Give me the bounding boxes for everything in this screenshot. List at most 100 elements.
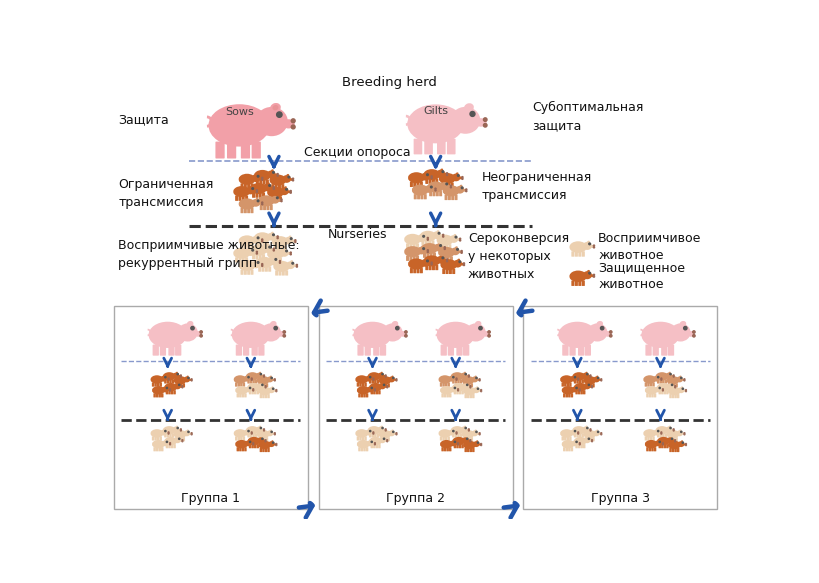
FancyBboxPatch shape <box>262 192 265 198</box>
Ellipse shape <box>175 426 178 427</box>
FancyBboxPatch shape <box>285 271 287 276</box>
FancyBboxPatch shape <box>153 447 156 451</box>
FancyBboxPatch shape <box>177 383 179 388</box>
Circle shape <box>277 236 278 237</box>
FancyBboxPatch shape <box>581 433 583 437</box>
Ellipse shape <box>681 433 684 435</box>
Ellipse shape <box>419 231 436 242</box>
Circle shape <box>478 326 482 330</box>
Ellipse shape <box>444 181 446 183</box>
Ellipse shape <box>356 440 369 448</box>
Circle shape <box>672 376 673 377</box>
Circle shape <box>296 266 297 267</box>
Ellipse shape <box>251 236 260 244</box>
Circle shape <box>483 124 486 127</box>
Circle shape <box>588 243 590 245</box>
FancyBboxPatch shape <box>252 380 255 384</box>
Text: Восприимчивые животные:
рекуррентный грипп: Восприимчивые животные: рекуррентный гри… <box>118 239 300 271</box>
Ellipse shape <box>174 430 186 438</box>
FancyBboxPatch shape <box>240 183 243 188</box>
Circle shape <box>292 262 293 264</box>
Ellipse shape <box>572 429 574 430</box>
Circle shape <box>270 377 272 378</box>
FancyBboxPatch shape <box>464 394 466 398</box>
Ellipse shape <box>253 251 257 254</box>
FancyBboxPatch shape <box>183 437 185 441</box>
Ellipse shape <box>364 375 372 382</box>
FancyBboxPatch shape <box>373 433 376 437</box>
FancyBboxPatch shape <box>563 394 565 398</box>
FancyBboxPatch shape <box>653 447 655 451</box>
Ellipse shape <box>278 199 282 202</box>
Ellipse shape <box>682 444 686 445</box>
Circle shape <box>188 431 189 433</box>
FancyBboxPatch shape <box>365 394 368 398</box>
Ellipse shape <box>257 437 264 443</box>
Circle shape <box>469 387 470 388</box>
FancyBboxPatch shape <box>255 254 258 259</box>
FancyBboxPatch shape <box>424 240 428 245</box>
Circle shape <box>396 326 399 330</box>
FancyBboxPatch shape <box>242 447 244 451</box>
Text: Секции опороса: Секции опороса <box>303 146 410 159</box>
FancyBboxPatch shape <box>244 447 247 451</box>
Circle shape <box>427 237 428 238</box>
FancyBboxPatch shape <box>575 390 577 394</box>
Ellipse shape <box>439 234 443 237</box>
Circle shape <box>431 264 432 265</box>
Ellipse shape <box>474 375 476 377</box>
Circle shape <box>683 326 686 330</box>
Ellipse shape <box>450 440 456 447</box>
FancyBboxPatch shape <box>358 447 360 451</box>
FancyBboxPatch shape <box>566 437 568 441</box>
Ellipse shape <box>266 170 275 178</box>
FancyBboxPatch shape <box>426 252 429 258</box>
Ellipse shape <box>432 231 441 239</box>
FancyBboxPatch shape <box>581 280 584 286</box>
Ellipse shape <box>243 375 250 382</box>
FancyBboxPatch shape <box>447 182 450 188</box>
Circle shape <box>442 236 443 237</box>
Ellipse shape <box>290 260 292 262</box>
Ellipse shape <box>676 377 682 382</box>
FancyBboxPatch shape <box>274 184 278 189</box>
Ellipse shape <box>380 426 382 427</box>
FancyBboxPatch shape <box>446 139 455 154</box>
Ellipse shape <box>261 375 265 377</box>
Ellipse shape <box>151 375 163 384</box>
FancyBboxPatch shape <box>242 196 244 201</box>
FancyBboxPatch shape <box>562 345 568 356</box>
Circle shape <box>191 326 194 330</box>
Ellipse shape <box>175 372 178 374</box>
FancyBboxPatch shape <box>174 345 181 356</box>
FancyBboxPatch shape <box>250 208 253 213</box>
FancyBboxPatch shape <box>570 394 572 398</box>
FancyBboxPatch shape <box>416 182 419 187</box>
Circle shape <box>168 433 169 434</box>
FancyBboxPatch shape <box>653 394 655 398</box>
FancyBboxPatch shape <box>563 382 566 387</box>
FancyBboxPatch shape <box>251 390 254 394</box>
FancyBboxPatch shape <box>272 196 275 202</box>
FancyBboxPatch shape <box>676 448 679 452</box>
Ellipse shape <box>477 433 479 435</box>
Circle shape <box>251 250 253 251</box>
FancyBboxPatch shape <box>673 394 676 398</box>
Circle shape <box>290 254 291 255</box>
FancyBboxPatch shape <box>649 382 651 387</box>
Ellipse shape <box>270 248 274 251</box>
Ellipse shape <box>253 189 257 192</box>
Ellipse shape <box>370 432 373 434</box>
Circle shape <box>200 335 202 337</box>
Ellipse shape <box>475 118 486 127</box>
Ellipse shape <box>266 430 273 436</box>
Text: Восприимчивое
животное: Восприимчивое животное <box>597 232 700 262</box>
Ellipse shape <box>666 437 673 443</box>
FancyBboxPatch shape <box>152 345 159 356</box>
FancyBboxPatch shape <box>180 437 183 441</box>
Ellipse shape <box>595 430 598 431</box>
Ellipse shape <box>455 173 458 175</box>
Ellipse shape <box>458 251 462 253</box>
FancyBboxPatch shape <box>450 182 453 188</box>
FancyBboxPatch shape <box>239 394 242 398</box>
